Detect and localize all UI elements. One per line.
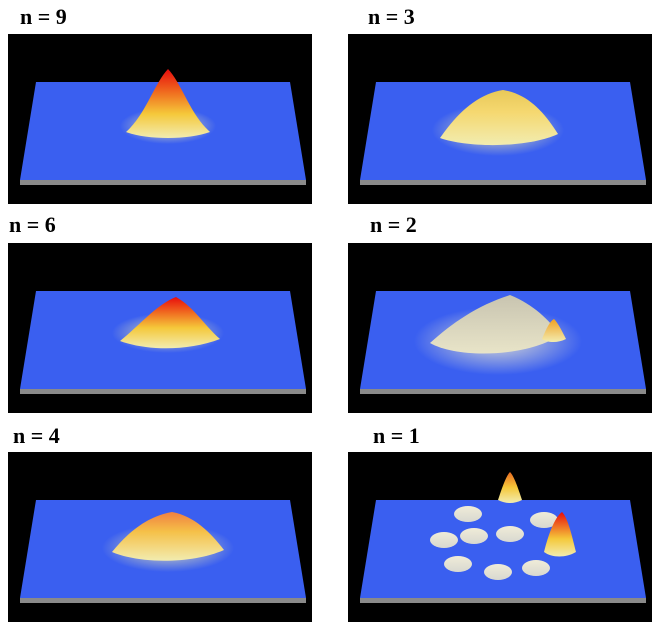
plane-edge xyxy=(20,389,306,394)
surface-plot-n2-graphic xyxy=(360,291,646,394)
surface-plot-n4 xyxy=(8,452,312,622)
surface-plot-n6-graphic xyxy=(20,291,306,394)
surface-plot-n3 xyxy=(348,34,652,204)
plane-edge xyxy=(360,598,646,603)
small-peak xyxy=(430,532,458,548)
surface-plot-n4-graphic xyxy=(20,500,306,603)
mound xyxy=(112,512,224,561)
panel-label-n2: n = 2 xyxy=(370,212,417,237)
panel-label-n1: n = 1 xyxy=(373,423,420,448)
mound xyxy=(440,90,558,146)
small-peak xyxy=(522,560,550,576)
peak xyxy=(120,297,220,349)
surface-plot-n1-graphic xyxy=(360,472,646,603)
side-peak xyxy=(542,319,566,342)
surface-plot-n6 xyxy=(8,243,312,413)
small-peak xyxy=(460,528,488,544)
small-peak xyxy=(444,556,472,572)
small-peaks xyxy=(430,506,558,580)
small-peak xyxy=(484,564,512,580)
plane-edge xyxy=(20,598,306,603)
plane-edge xyxy=(20,180,306,185)
tall-peak-right xyxy=(544,512,576,557)
plane-edge xyxy=(360,180,646,185)
plane-edge xyxy=(360,389,646,394)
small-peak xyxy=(454,506,482,522)
panel-label-n6: n = 6 xyxy=(9,212,56,237)
tall-peak-top xyxy=(498,472,522,503)
mound xyxy=(430,295,560,354)
small-peak xyxy=(530,512,558,528)
panel-label-n9: n = 9 xyxy=(20,4,67,29)
panel-label-n4: n = 4 xyxy=(13,423,60,448)
plane xyxy=(360,500,646,598)
small-peak xyxy=(496,526,524,542)
surface-plot-n9 xyxy=(8,34,312,204)
surface-plot-n3-graphic xyxy=(360,82,646,185)
panel-label-n3: n = 3 xyxy=(368,4,415,29)
surface-plot-n2 xyxy=(348,243,652,413)
surface-plot-n9-graphic xyxy=(20,69,306,185)
peak xyxy=(126,69,210,138)
surface-plot-n1 xyxy=(348,452,652,622)
